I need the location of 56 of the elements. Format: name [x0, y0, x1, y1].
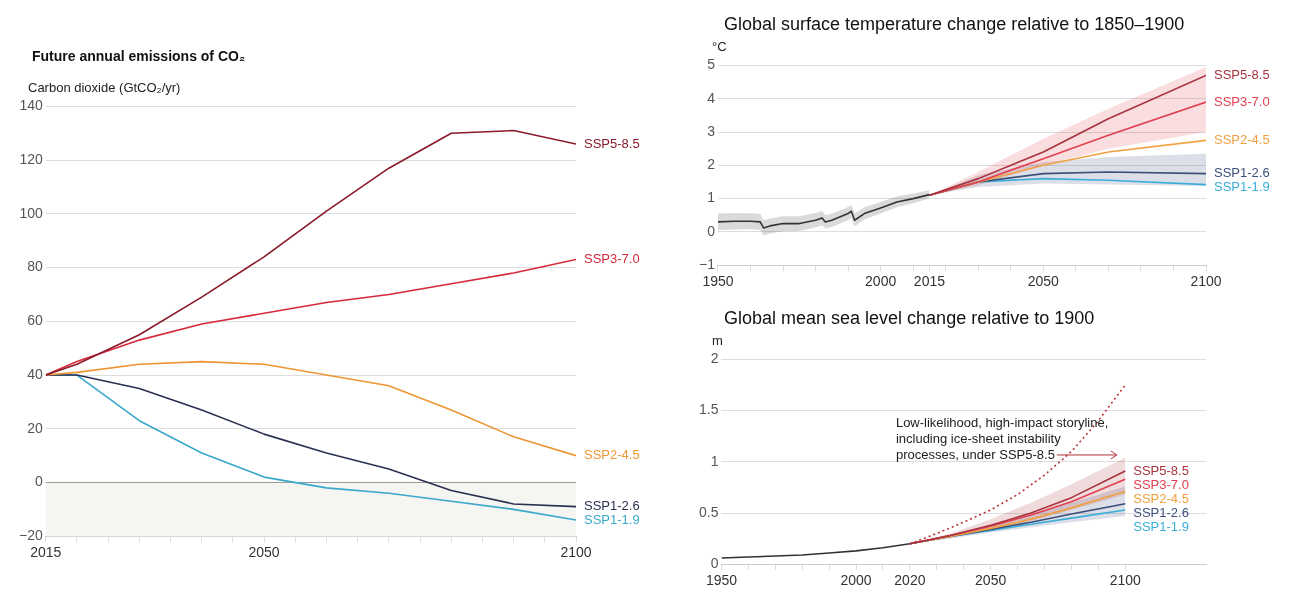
series-label: SSP3-7.0	[584, 251, 640, 267]
x-tick-label: 2020	[894, 572, 926, 589]
y-tick-label: 80	[27, 258, 43, 275]
series-label: SSP5-8.5	[584, 135, 640, 151]
y-tick-label: 0	[710, 555, 719, 572]
y-tick-label: 60	[27, 312, 43, 329]
y-tick-label: 100	[19, 204, 43, 221]
series-label: SSP1-1.9	[1214, 179, 1270, 195]
chart-title: Global mean sea level change relative to 1900	[724, 308, 1096, 329]
y-tick-label: 0	[707, 222, 716, 239]
series-label: SSP2-4.5	[1133, 490, 1189, 506]
series-label: SSP5-8.5	[1133, 462, 1189, 478]
y-tick-label: 120	[19, 150, 43, 167]
y-tick-label: 3	[707, 122, 716, 139]
series-label: SSP3-7.0	[1214, 93, 1270, 109]
y-tick-label: 20	[27, 419, 43, 436]
y-axis-title: m	[712, 333, 724, 348]
x-tick-label: 2050	[248, 544, 280, 561]
chart-title: Global surface temperature change relative to 1850–1900	[724, 14, 1186, 35]
x-tick-label: 2050	[975, 572, 1007, 589]
y-tick-label: 2	[710, 350, 719, 367]
y-tick-label: 1	[707, 189, 716, 206]
y-axis-title: Carbon dioxide (GtCO₂/yr)	[28, 80, 182, 95]
x-tick-label: 2100	[1109, 572, 1142, 589]
y-tick-label: −20	[19, 527, 43, 544]
y-tick-label: 4	[707, 89, 716, 106]
y-tick-label: 0.5	[698, 503, 719, 520]
chart-title: Future annual emissions of CO₂	[32, 48, 247, 64]
x-tick-label: 2015	[913, 273, 946, 290]
x-tick-label: 1950	[702, 273, 734, 290]
x-tick-label: 1950	[705, 572, 738, 589]
y-tick-label: 1	[710, 452, 719, 469]
series-label: SSP1-2.6	[1133, 504, 1189, 520]
x-tick-label: 2100	[560, 544, 592, 561]
y-tick-label: 5	[707, 56, 716, 73]
y-tick-label: 0	[34, 473, 43, 490]
y-tick-label: 140	[19, 97, 43, 114]
annotation: Low-likelihood, high-impact storyline, including ice-sheet instability processes, under SSP5-8.5	[895, 414, 1109, 462]
y-tick-label: 40	[27, 365, 43, 382]
series-label: SSP1-1.9	[1133, 518, 1189, 534]
series-label: SSP5-8.5	[1214, 66, 1270, 82]
y-tick-label: −1	[698, 256, 716, 273]
y-tick-label: 2	[707, 156, 716, 173]
y-axis-title: °C	[712, 39, 728, 54]
y-tick-label: 1.5	[698, 401, 719, 418]
x-tick-label: 2050	[1027, 273, 1060, 290]
series-label: SSP2-4.5	[584, 447, 640, 463]
x-tick-label: 2000	[865, 273, 897, 290]
series-label: SSP1-2.6	[584, 498, 640, 514]
series-label: SSP2-4.5	[1214, 131, 1270, 147]
series-label: SSP1-2.6	[1214, 165, 1270, 181]
x-tick-label: 2000	[840, 572, 872, 589]
series-label: SSP1-1.9	[584, 512, 640, 528]
x-tick-label: 2015	[30, 544, 62, 561]
x-tick-label: 2100	[1190, 273, 1222, 290]
series-label: SSP3-7.0	[1133, 476, 1189, 492]
